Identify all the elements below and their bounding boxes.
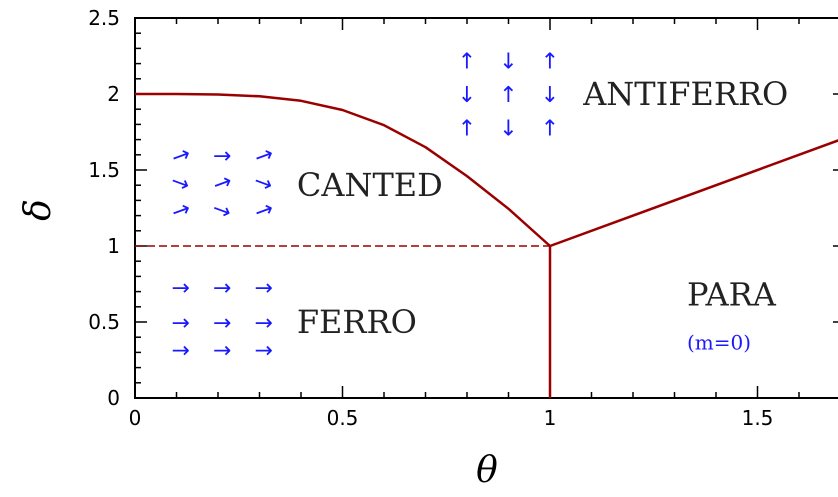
x-tick-label: 0	[129, 406, 142, 430]
region-label-canted: CANTED	[297, 166, 443, 204]
y-tick-label: 0.5	[88, 310, 120, 334]
spin-arrow-icon: ↓	[541, 83, 559, 108]
region-label-para: PARA	[687, 276, 777, 314]
spin-arrow-icon: →	[171, 276, 189, 301]
spin-arrow-icon: →	[213, 276, 231, 301]
x-axis-label: θ	[476, 450, 498, 491]
spin-arrow-icon: ↑	[458, 50, 476, 75]
spin-arrow-icon: →	[213, 144, 231, 169]
y-axis-label: δ	[18, 199, 59, 221]
phase-boundary-line	[549, 139, 838, 248]
spin-arrow-icon: →	[171, 311, 189, 336]
region-label-m0: (m=0)	[687, 331, 751, 355]
phase-boundary-line	[135, 92, 551, 247]
spin-arrow-icon: →	[254, 311, 272, 336]
y-tick-label: 0	[107, 386, 120, 410]
spin-arrow-icon: ↑	[458, 116, 476, 141]
region-label-ferro: FERRO	[297, 303, 417, 341]
plot-frame	[134, 17, 838, 399]
y-tick-label: 1.5	[88, 158, 120, 182]
spin-arrow-icon: →	[171, 338, 189, 363]
x-tick-label: 1.5	[742, 406, 774, 430]
spin-arrow-icon: ↑	[541, 50, 559, 75]
y-tick-label: 2	[107, 82, 120, 106]
spin-arrow-icon: →	[254, 338, 272, 363]
spin-arrow-icon: ↑	[541, 116, 559, 141]
spin-arrow-icon: →	[213, 311, 231, 336]
y-tick-label: 2.5	[88, 6, 120, 30]
x-tick-label: 1	[544, 406, 557, 430]
spin-arrow-icon: →	[213, 338, 231, 363]
spin-arrow-icon: ↓	[499, 50, 517, 75]
spin-arrow-icon: ↓	[458, 83, 476, 108]
region-label-antiferro: ANTIFERRO	[582, 75, 788, 113]
spin-arrow-icon: →	[254, 276, 272, 301]
x-tick-label: 0.5	[327, 406, 359, 430]
spin-arrow-icon: ↑	[499, 83, 517, 108]
y-tick-label: 1	[107, 234, 120, 258]
spin-arrow-icon: ↓	[499, 116, 517, 141]
